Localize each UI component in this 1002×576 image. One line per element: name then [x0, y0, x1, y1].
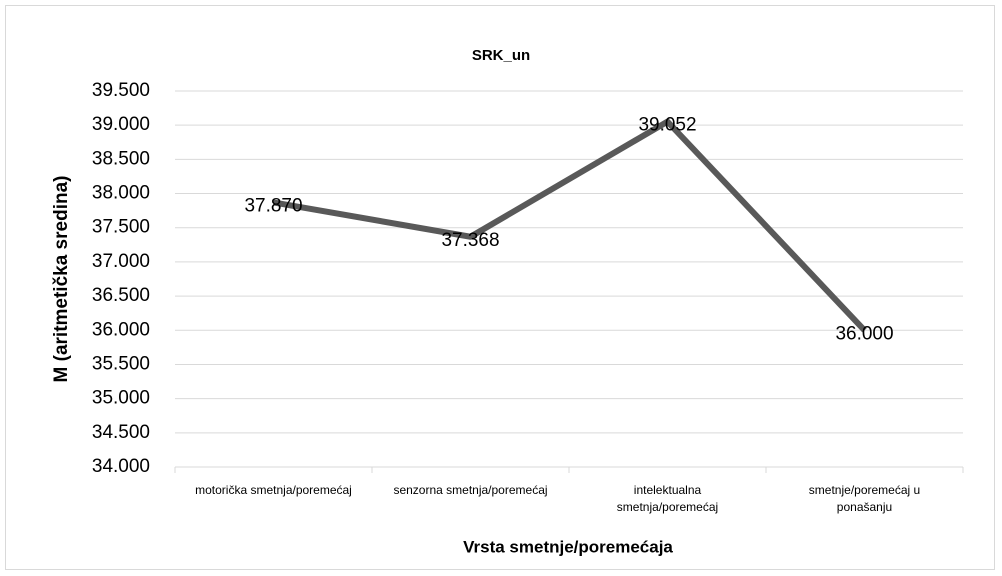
- data-label: 36.000: [835, 323, 893, 344]
- chart-title: SRK_un: [472, 47, 530, 64]
- y-tick-label: 35.000: [92, 388, 150, 409]
- data-line: [272, 118, 867, 333]
- y-tick-label: 38.500: [92, 148, 150, 169]
- data-label: 37.870: [244, 195, 302, 216]
- y-tick-label: 39.500: [92, 80, 150, 101]
- x-tick-label: motorička smetnja/poremećaj: [195, 483, 352, 497]
- data-label: 39.052: [638, 115, 696, 136]
- y-tick-label: 39.000: [92, 114, 150, 135]
- y-tick-label: 38.000: [92, 183, 150, 204]
- y-tick-label: 36.000: [92, 319, 150, 340]
- y-tick-label: 34.500: [92, 422, 150, 443]
- data-label: 37.368: [441, 230, 499, 251]
- y-tick-label: 36.500: [92, 285, 150, 306]
- chart-frame: [5, 5, 995, 570]
- y-tick-label: 35.500: [92, 353, 150, 374]
- y-tick-label: 37.000: [92, 251, 150, 272]
- x-tick-label: intelektualna smetnja/poremećaj: [617, 483, 718, 514]
- y-tick-label: 34.000: [92, 456, 150, 477]
- y-axis-title: M (aritmetička sredina): [51, 176, 72, 383]
- x-tick-label: senzorna smetnja/poremećaj: [393, 483, 547, 497]
- y-tick-label: 37.500: [92, 217, 150, 238]
- x-tick-label: smetnje/poremećaj u ponašanju: [809, 483, 920, 514]
- x-axis-title: Vrsta smetnje/poremećaja: [463, 537, 673, 556]
